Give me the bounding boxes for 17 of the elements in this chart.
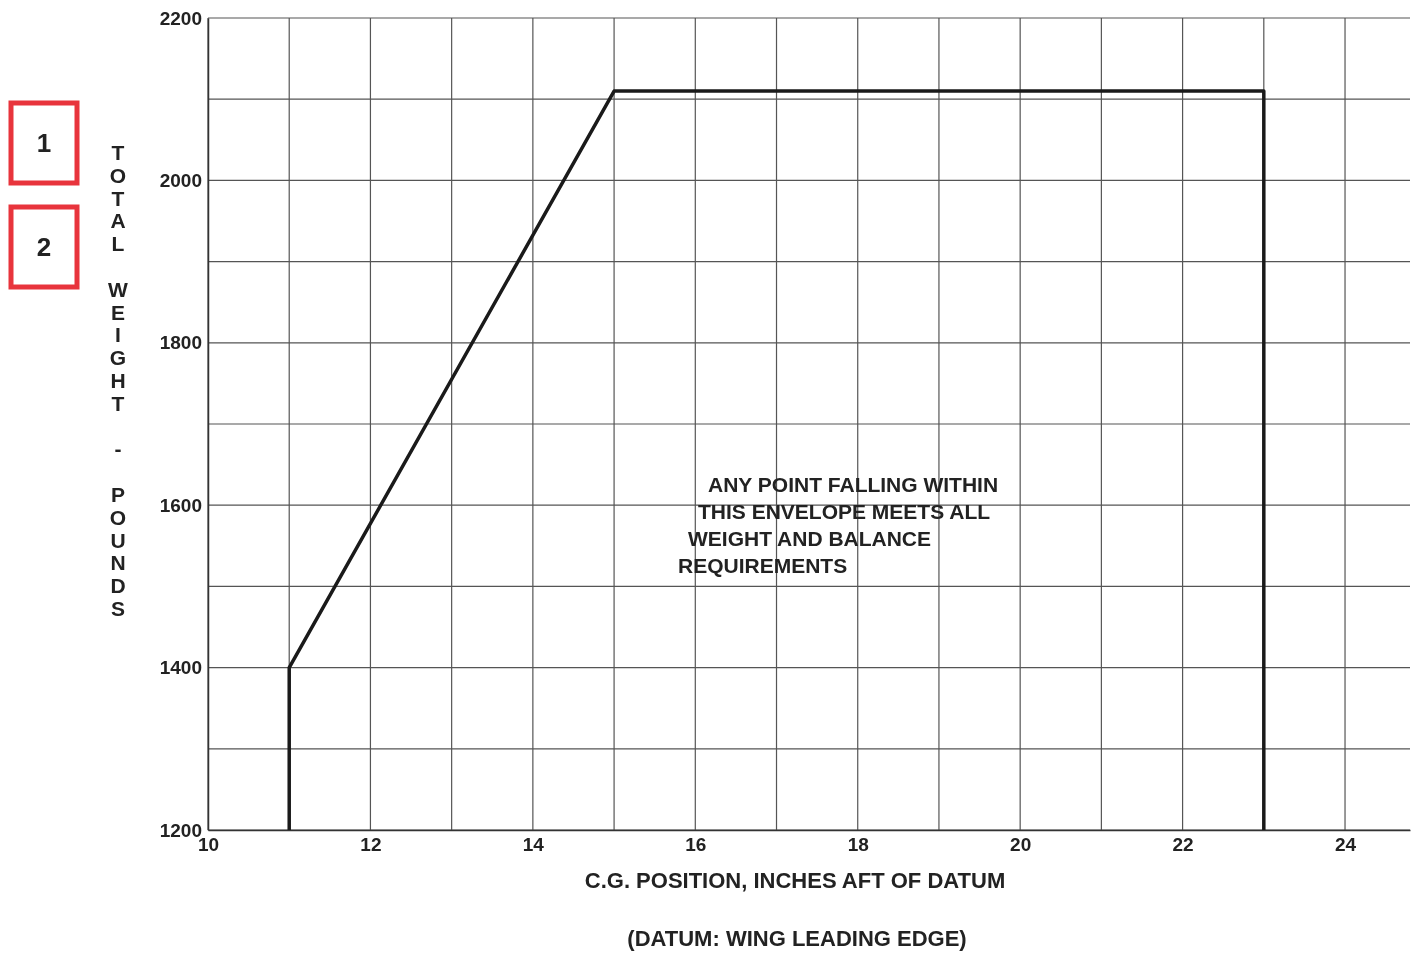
- y-tick-label: 1800: [159, 332, 202, 354]
- x-tick-label: 18: [847, 834, 869, 856]
- x-tick-label: 24: [1334, 834, 1357, 856]
- text: 2: [36, 232, 52, 262]
- x-tick-label: 16: [685, 834, 707, 856]
- x-axis-title: C.G. POSITION, INCHES AFT OF DATUM: [584, 868, 1006, 893]
- text: (DATUM: WING LEADING EDGE): [627, 926, 967, 951]
- text: 1: [36, 128, 52, 158]
- x-tick-label: 22: [1172, 834, 1194, 856]
- x-tick-label: 12: [360, 834, 382, 856]
- x-tick-label: 14: [522, 834, 545, 856]
- y-tick-label: 1400: [159, 657, 202, 679]
- y-tick-label: 2000: [159, 169, 202, 191]
- text: TOTAL WEIGHT - POUNDS: [108, 141, 128, 620]
- x-tick-label: 20: [1010, 834, 1032, 856]
- y-tick-label: 1600: [159, 494, 202, 516]
- y-tick-label: 2200: [159, 7, 202, 29]
